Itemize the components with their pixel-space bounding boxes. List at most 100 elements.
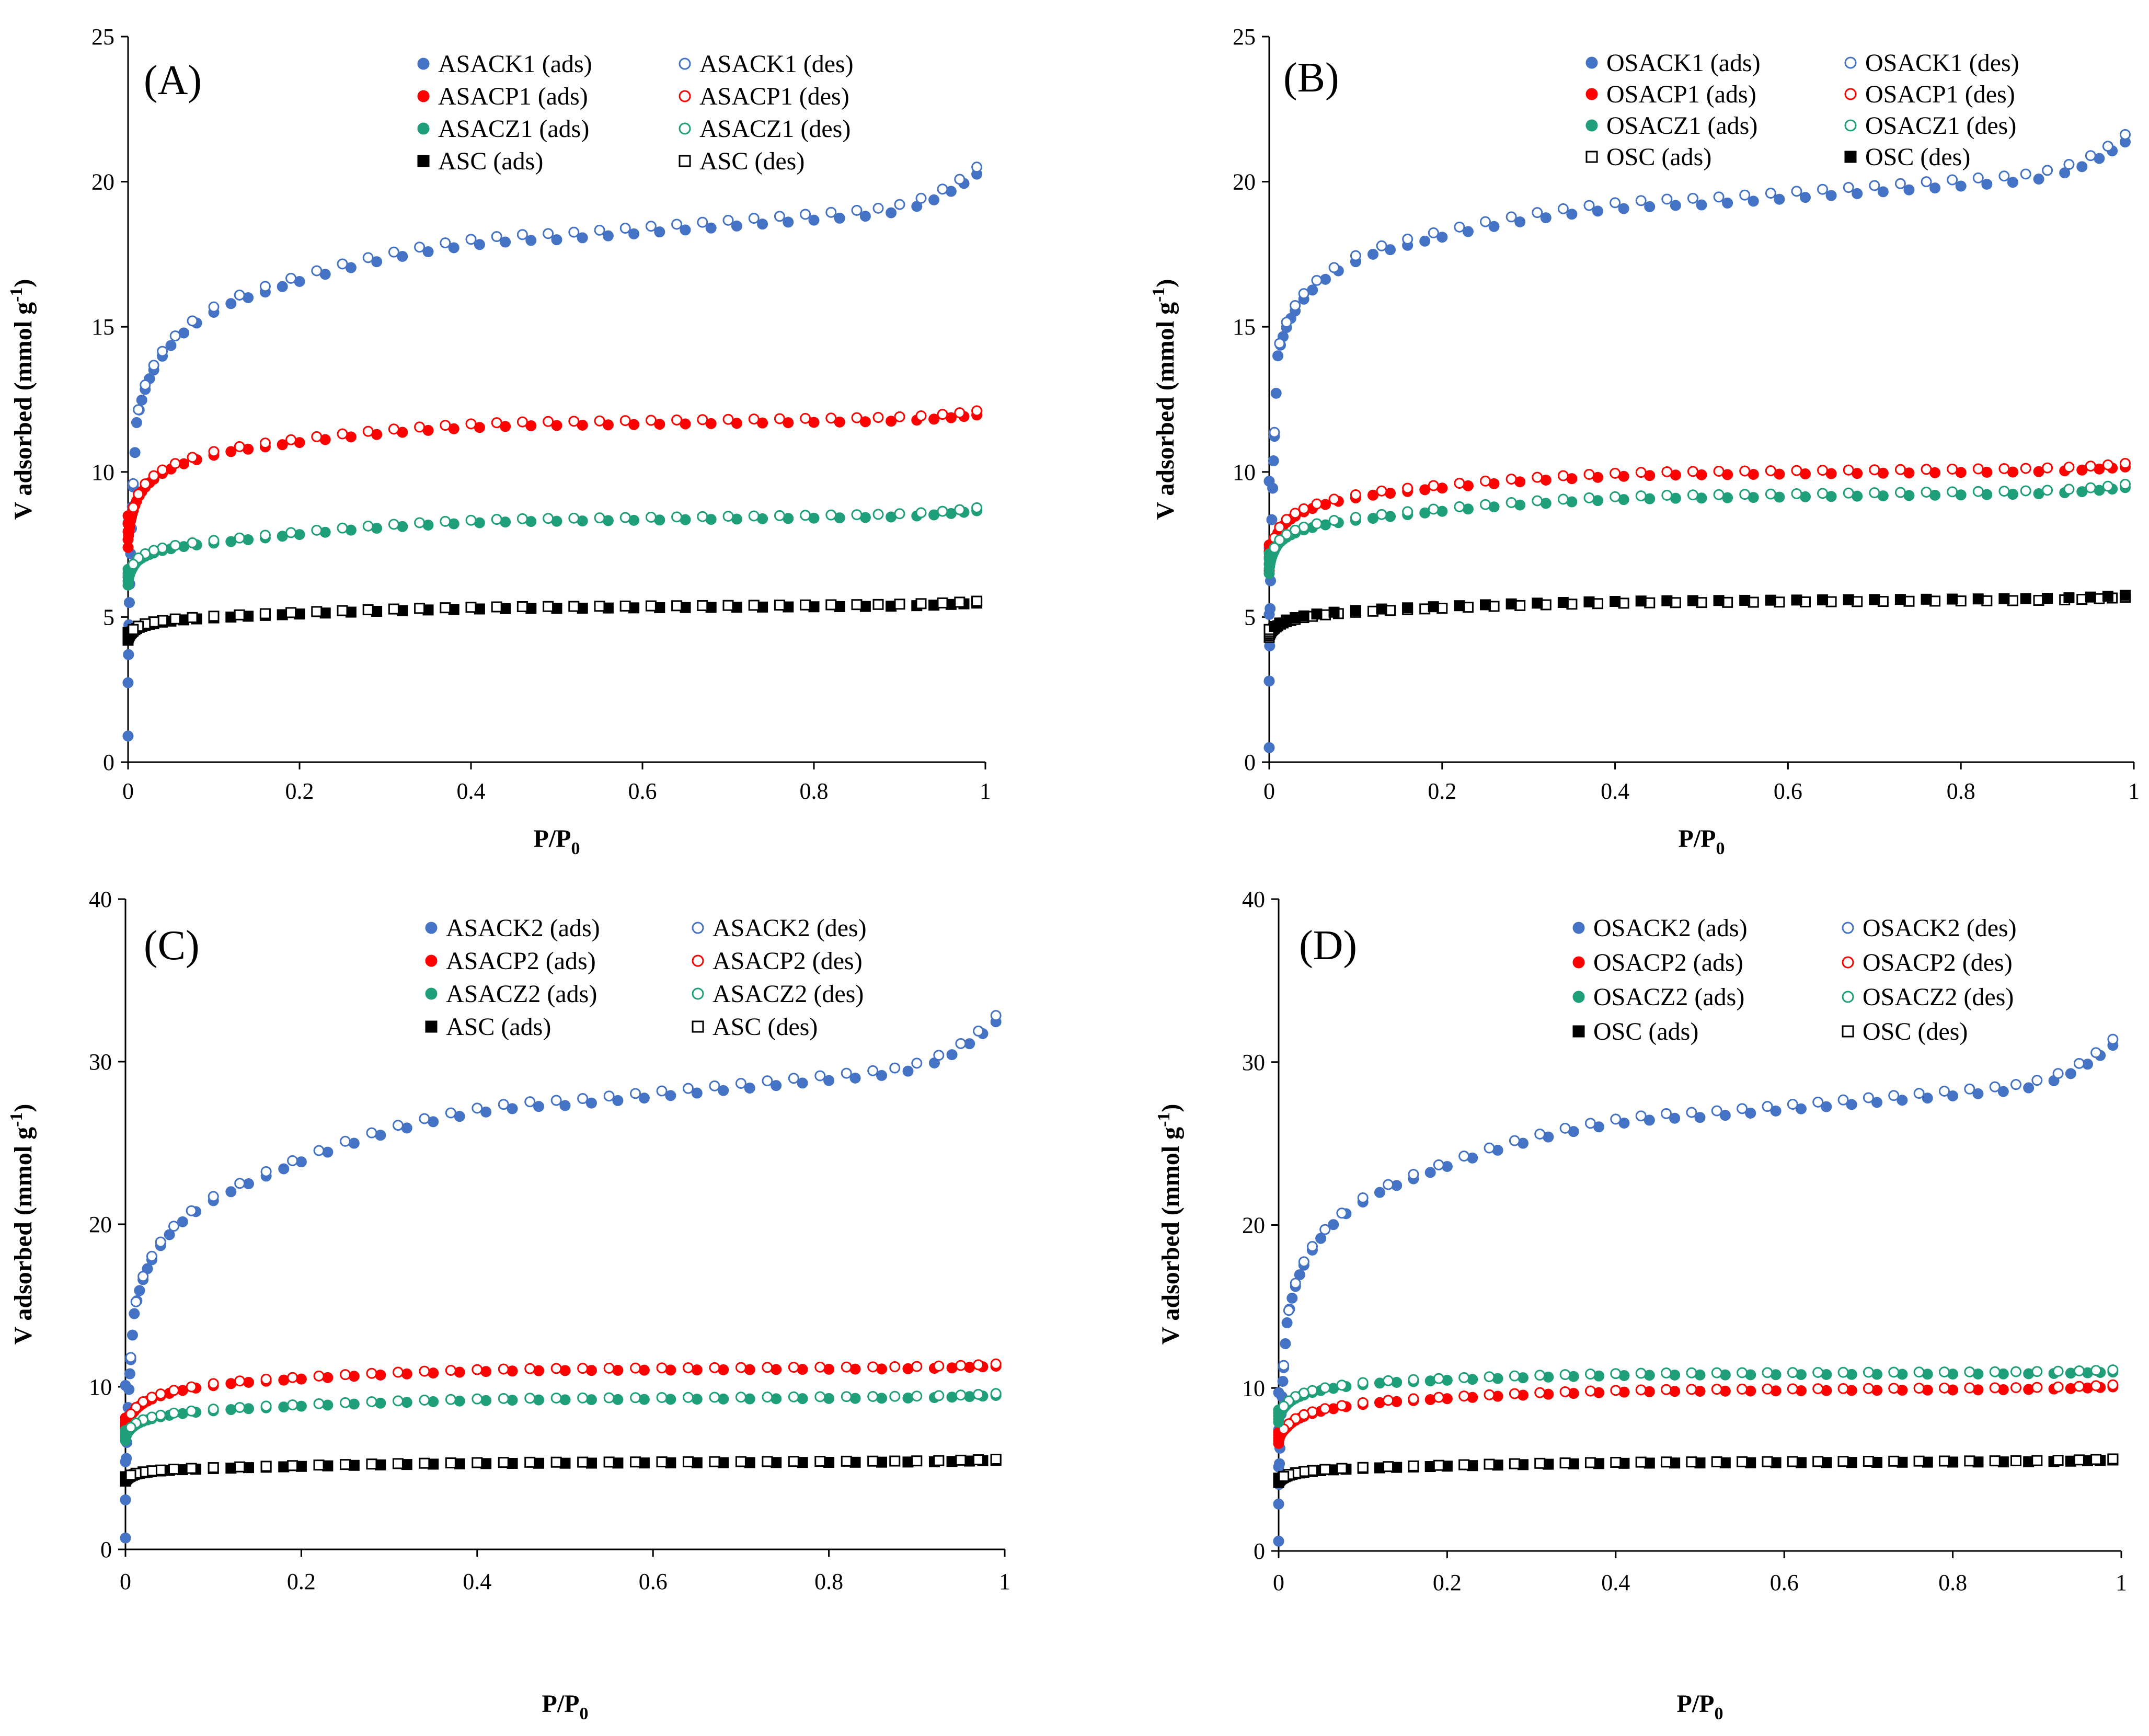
data-point <box>1989 1081 2001 1093</box>
data-point <box>134 1285 145 1296</box>
data-point <box>902 1363 914 1374</box>
data-point <box>1584 1457 1596 1468</box>
data-point <box>1687 466 1698 477</box>
data-point <box>1610 1113 1622 1125</box>
x-tick-label: 0.6 <box>1774 778 1802 804</box>
data-point <box>401 1368 412 1379</box>
data-point <box>186 1381 197 1393</box>
data-point <box>1711 1456 1722 1468</box>
data-point <box>1433 1159 1444 1170</box>
data-point <box>1583 200 1595 211</box>
data-point <box>428 1458 439 1470</box>
data-point <box>428 1116 439 1128</box>
legend-label: ASACP1 (ads) <box>438 83 588 110</box>
data-point <box>507 1365 518 1377</box>
data-point <box>2090 1454 2102 1465</box>
data-point <box>543 416 554 427</box>
legend-marker <box>692 987 704 1000</box>
data-point <box>397 250 408 262</box>
data-point <box>1635 1110 1647 1122</box>
data-point <box>1408 1169 1419 1180</box>
data-point <box>311 431 323 442</box>
data-point <box>137 1271 149 1282</box>
x-tick-label: 1 <box>999 1569 1010 1594</box>
data-point <box>2107 1033 2119 1045</box>
data-point <box>1998 463 2010 474</box>
data-point <box>2119 478 2131 490</box>
data-point <box>788 1456 799 1467</box>
data-point <box>440 602 451 614</box>
data-point <box>630 1088 641 1099</box>
data-point <box>709 1080 720 1091</box>
data-point <box>1739 594 1751 606</box>
legend-marker <box>1572 956 1585 969</box>
data-point <box>516 229 528 240</box>
data-point <box>414 517 426 528</box>
y-tick-label: 10 <box>1242 1375 1265 1401</box>
series-osc-des- <box>1278 1453 2119 1482</box>
data-point <box>120 1494 131 1505</box>
data-point <box>709 1456 720 1467</box>
data-point <box>1713 595 1725 606</box>
data-point <box>1385 244 1396 256</box>
x-tick-label: 0.2 <box>287 1569 316 1594</box>
legend-label: ASACP2 (ads) <box>446 947 596 975</box>
data-point <box>1454 221 1465 233</box>
data-point <box>2076 464 2088 476</box>
data-point <box>1610 1456 1622 1468</box>
data-point <box>287 1372 298 1383</box>
data-point <box>1583 492 1595 503</box>
data-point <box>933 1390 945 1401</box>
data-point <box>2119 458 2131 469</box>
data-point <box>524 1363 536 1374</box>
data-point <box>260 1400 272 1412</box>
data-point <box>990 1388 1002 1399</box>
data-point <box>1989 1382 2001 1394</box>
data-point <box>2073 1381 2085 1392</box>
data-point <box>1273 1387 1284 1398</box>
data-point <box>559 1394 571 1406</box>
data-point <box>2052 1068 2064 1079</box>
data-point <box>665 1394 676 1405</box>
data-point <box>445 1364 456 1376</box>
data-point <box>1812 1366 1824 1378</box>
data-point <box>2102 459 2113 470</box>
data-point <box>1770 1105 1782 1117</box>
data-point <box>155 1236 166 1248</box>
data-point <box>559 1365 571 1376</box>
x-tick-label: 0.2 <box>285 778 314 804</box>
data-point <box>645 415 657 426</box>
data-point <box>825 509 837 521</box>
data-point <box>946 1456 958 1467</box>
data-point <box>849 1072 861 1084</box>
x-tick-label: 1 <box>2116 1570 2127 1595</box>
legend-entry: OSACZ1 (ads) <box>1585 112 1757 140</box>
data-point <box>973 1025 984 1037</box>
data-point <box>127 1329 138 1341</box>
x-tick-label: 0 <box>122 778 134 804</box>
data-point <box>1635 1384 1647 1396</box>
legend-label: ASACK1 (ads) <box>438 50 592 78</box>
data-point <box>1484 1371 1495 1383</box>
data-point <box>1437 232 1448 243</box>
data-point <box>472 1393 483 1405</box>
data-point <box>133 404 144 416</box>
data-point <box>814 1456 826 1467</box>
data-point <box>1428 480 1439 491</box>
data-point <box>851 412 863 423</box>
data-point <box>225 1378 237 1389</box>
data-point <box>1888 1455 1900 1467</box>
data-point <box>1557 493 1569 505</box>
x-tick-label: 1 <box>980 778 991 804</box>
data-point <box>259 281 271 292</box>
data-point <box>654 419 665 430</box>
data-point <box>744 1082 755 1094</box>
data-point <box>788 1362 799 1373</box>
data-point <box>762 1391 773 1402</box>
legend-marker <box>1585 119 1598 132</box>
data-point <box>585 1394 597 1406</box>
data-point <box>1534 1128 1546 1140</box>
data-point <box>1719 1110 1731 1121</box>
legend-label: OSC (des) <box>1863 1018 1968 1045</box>
